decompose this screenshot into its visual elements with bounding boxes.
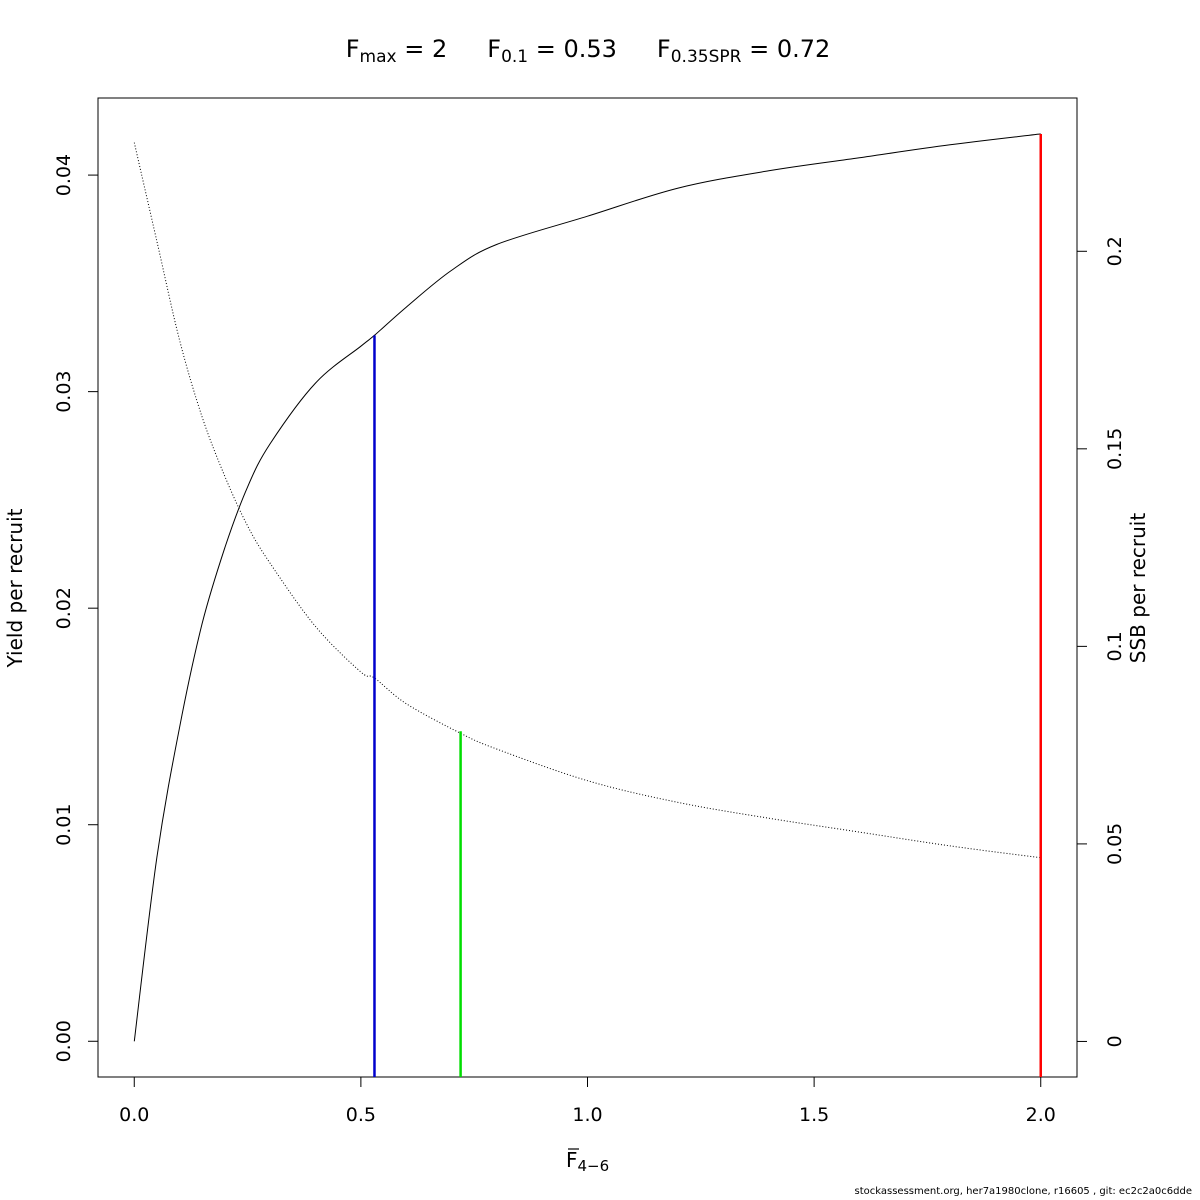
y-axis-right: 0 0.05 0.1 0.15 0.2	[1077, 236, 1126, 1047]
x-tick-label: 2.0	[1026, 1104, 1056, 1126]
title-fmax-eq: =	[397, 35, 432, 63]
title-fmax-value: 2	[432, 35, 447, 63]
series-layer	[133, 133, 1041, 1042]
x-axis-title-sub: 4−6	[578, 1157, 610, 1175]
chart-title: Fmax = 2 F0.1 = 0.53 F0.35SPR = 0.72	[346, 35, 831, 67]
y-left-tick-label: 0.03	[53, 370, 75, 412]
footer-credit: stockassessment.org, her7a1980clone, r16…	[854, 1186, 1192, 1197]
y-left-tick-label: 0.00	[53, 1020, 75, 1062]
y-axis-left-title: Yield per recruit	[3, 508, 27, 668]
title-f01-main: F	[487, 35, 501, 63]
y-right-tick-label: 0.2	[1104, 236, 1126, 266]
y-axis-left: 0.00 0.01 0.02 0.03 0.04	[53, 154, 99, 1062]
y-right-tick-label: 0.1	[1104, 631, 1126, 661]
svg-text:F4−6: F4−6	[566, 1148, 609, 1175]
x-axis: 0.0 0.5 1.0 1.5 2.0	[119, 1076, 1056, 1126]
ssb-per-recruit-line	[133, 142, 1041, 859]
x-tick-label: 0.5	[346, 1104, 376, 1126]
title-fmax-main: F	[346, 35, 360, 63]
title-f01-sub: 0.1	[501, 47, 528, 67]
title-fspr-main: F	[657, 35, 671, 63]
title-fmax-sub: max	[360, 47, 397, 67]
x-tick-label: 0.0	[119, 1104, 149, 1126]
x-tick-label: 1.5	[799, 1104, 829, 1126]
title-f01-value: 0.53	[563, 35, 616, 63]
y-axis-right-title: SSB per recruit	[1126, 513, 1150, 664]
y-right-tick-label: 0.05	[1104, 823, 1126, 865]
y-left-tick-label: 0.04	[53, 154, 75, 196]
x-axis-title: F4−6	[566, 1148, 609, 1175]
title-fspr-eq: =	[741, 35, 776, 63]
reference-lines	[373, 133, 1042, 1077]
y-right-tick-label: 0	[1104, 1035, 1126, 1047]
y-left-tick-label: 0.01	[53, 804, 75, 846]
title-fspr-value: 0.72	[777, 35, 830, 63]
yield-per-recruit-line	[133, 133, 1041, 1042]
title-f01-eq: =	[528, 35, 563, 63]
x-axis-title-main: F	[566, 1148, 578, 1172]
y-left-tick-label: 0.02	[53, 587, 75, 629]
y-right-tick-label: 0.15	[1104, 428, 1126, 470]
title-fspr-sub: 0.35SPR	[671, 47, 742, 67]
plot-frame	[97, 97, 1078, 1078]
x-tick-label: 1.0	[572, 1104, 602, 1126]
